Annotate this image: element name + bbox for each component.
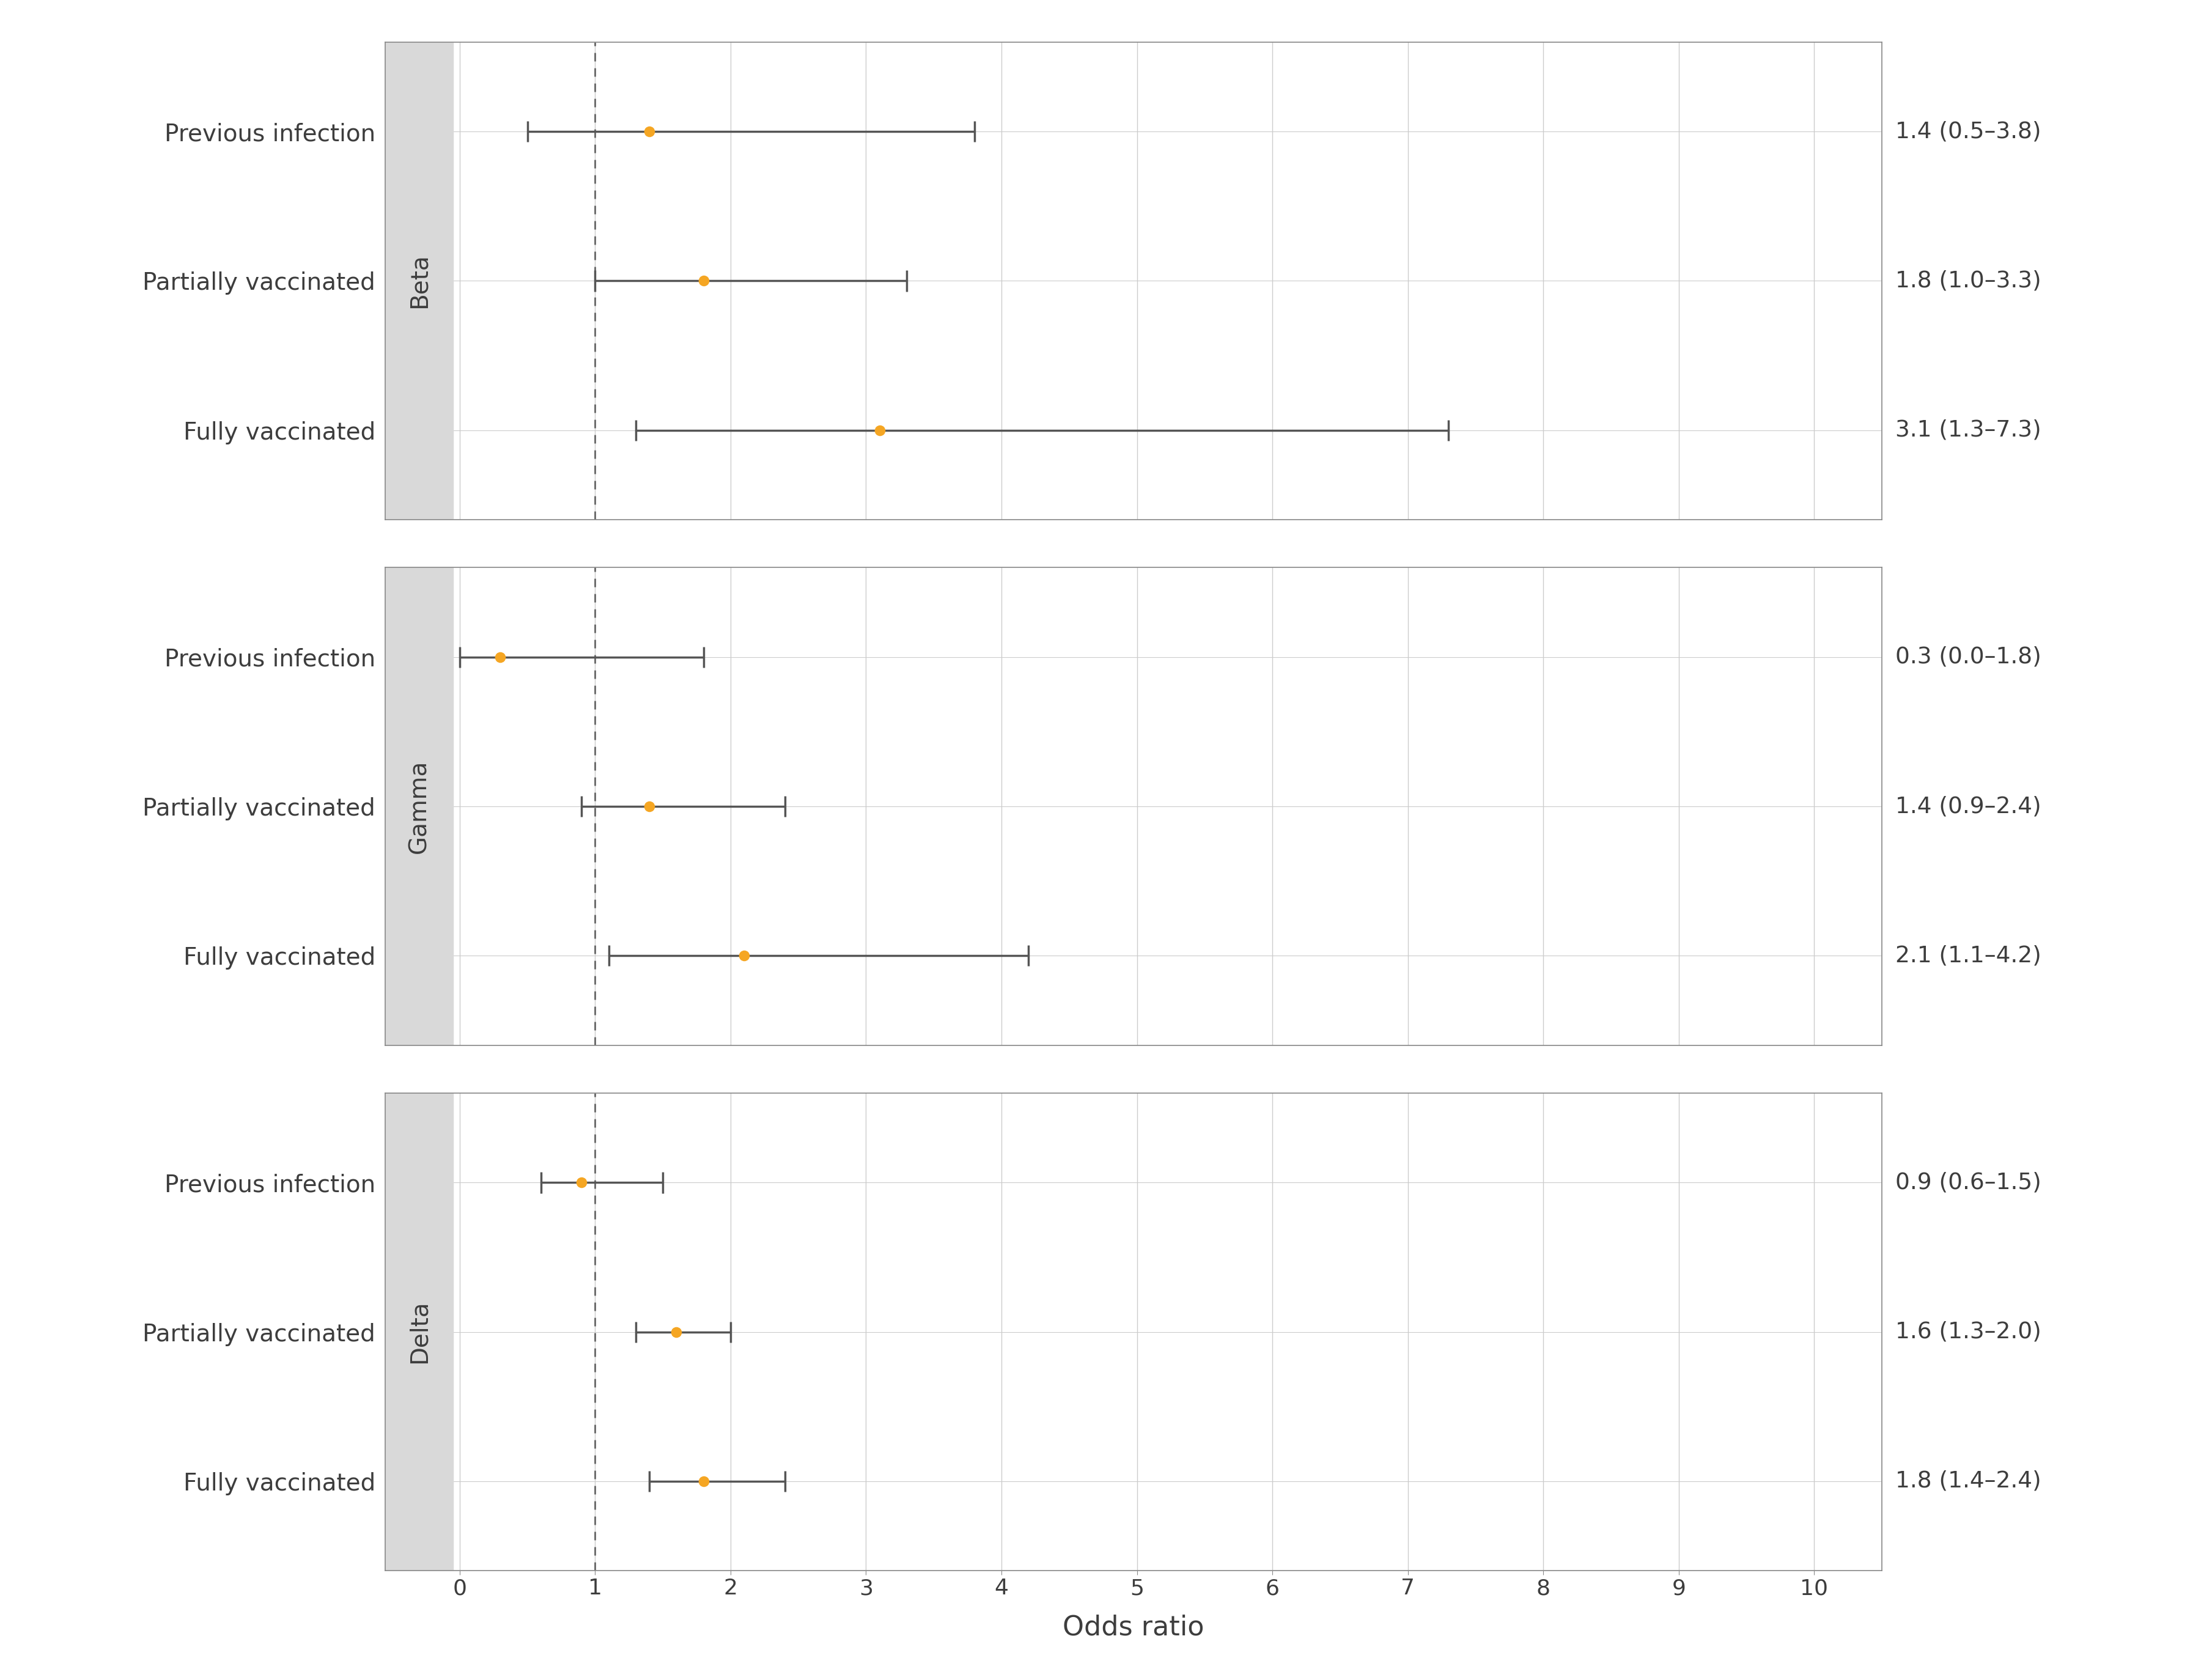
Text: 0.3 (0.0–1.8): 0.3 (0.0–1.8) xyxy=(1895,647,2040,669)
Point xyxy=(726,942,762,969)
Bar xyxy=(385,42,453,519)
Text: 3.1 (1.3–7.3): 3.1 (1.3–7.3) xyxy=(1895,420,2040,442)
Text: 1.6 (1.3–2.0): 1.6 (1.3–2.0) xyxy=(1895,1320,2040,1342)
Text: 1.4 (0.9–2.4): 1.4 (0.9–2.4) xyxy=(1895,795,2040,818)
Text: 1.4 (0.5–3.8): 1.4 (0.5–3.8) xyxy=(1895,121,2040,143)
X-axis label: Odds ratio: Odds ratio xyxy=(1063,1614,1204,1640)
Text: 1.8 (1.4–2.4): 1.8 (1.4–2.4) xyxy=(1895,1470,2040,1492)
Text: Beta: Beta xyxy=(407,254,431,309)
Text: Gamma: Gamma xyxy=(407,759,431,853)
Point xyxy=(687,267,722,294)
Point xyxy=(687,1468,722,1495)
Point xyxy=(482,643,517,670)
Text: 2.1 (1.1–4.2): 2.1 (1.1–4.2) xyxy=(1895,944,2040,966)
Point xyxy=(863,417,898,444)
Point xyxy=(632,793,667,820)
Text: 1.8 (1.0–3.3): 1.8 (1.0–3.3) xyxy=(1895,270,2040,292)
Text: Delta: Delta xyxy=(407,1300,431,1364)
Text: 0.9 (0.6–1.5): 0.9 (0.6–1.5) xyxy=(1895,1171,2040,1193)
Bar xyxy=(385,568,453,1045)
Point xyxy=(632,118,667,144)
Point xyxy=(563,1169,599,1196)
Point xyxy=(658,1319,693,1346)
Bar xyxy=(385,1094,453,1571)
